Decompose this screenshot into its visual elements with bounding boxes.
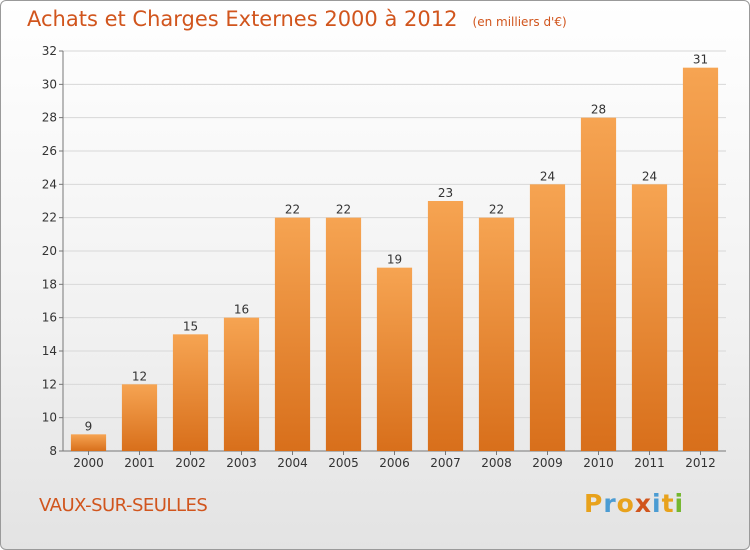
logo-letter: t [661, 489, 675, 518]
data-label: 23 [438, 186, 453, 200]
x-tick-label: 2009 [532, 456, 563, 470]
bar [529, 184, 566, 452]
data-label: 28 [591, 103, 606, 117]
logo-letter: x [634, 489, 652, 518]
bar [70, 434, 107, 451]
data-label: 12 [132, 369, 147, 383]
proxiti-logo[interactable]: Proxiti [584, 489, 684, 518]
x-tick-label: 2007 [430, 456, 461, 470]
data-label: 15 [183, 319, 198, 333]
y-tick-label: 32 [42, 44, 57, 58]
chart-subtitle: (en milliers d'€) [472, 15, 567, 29]
bar [427, 201, 464, 451]
logo-letter: i [652, 489, 662, 518]
x-tick-label: 2010 [583, 456, 614, 470]
data-label: 22 [336, 203, 351, 217]
y-tick-label: 26 [42, 144, 57, 158]
x-tick-label: 2002 [175, 456, 206, 470]
y-tick-label: 20 [42, 244, 57, 258]
bar [325, 217, 362, 451]
data-label: 22 [285, 203, 300, 217]
bar [631, 184, 668, 452]
logo-letter: o [616, 489, 635, 518]
bars [70, 67, 719, 452]
bar [682, 67, 719, 452]
bar [376, 267, 413, 451]
title-row: Achats et Charges Externes 2000 à 2012 (… [27, 7, 567, 31]
x-tick-label: 2001 [124, 456, 155, 470]
data-label: 19 [387, 253, 402, 267]
x-tick-label: 2011 [634, 456, 665, 470]
y-tick-label: 24 [42, 177, 57, 191]
labels: 8 10 12 14 16 18 20 22 24 26 28 30 32 9 2000 12 2001 15 20… [42, 44, 716, 470]
x-tick-label: 2000 [73, 456, 104, 470]
logo-letter: P [584, 489, 604, 518]
y-tick-label: 14 [42, 344, 57, 358]
x-tick-label: 2012 [685, 456, 716, 470]
bar [580, 117, 617, 452]
y-tick-label: 10 [42, 411, 57, 425]
y-tick-label: 12 [42, 377, 57, 391]
data-label: 31 [693, 53, 708, 67]
bar [121, 384, 158, 451]
logo-letter: r [603, 489, 617, 518]
x-tick-label: 2008 [481, 456, 512, 470]
data-label: 16 [234, 303, 249, 317]
bar [223, 317, 260, 451]
data-label: 9 [85, 419, 93, 433]
y-tick-label: 8 [49, 444, 57, 458]
logo-letter: i [674, 489, 685, 518]
data-label: 22 [489, 203, 504, 217]
bar [478, 217, 515, 451]
x-tick-label: 2005 [328, 456, 359, 470]
chart-title: Achats et Charges Externes 2000 à 2012 [27, 7, 458, 31]
x-tick-label: 2006 [379, 456, 410, 470]
y-tick-label: 22 [42, 211, 57, 225]
data-label: 24 [540, 169, 555, 183]
y-tick-label: 18 [42, 277, 57, 291]
data-label: 24 [642, 169, 657, 183]
y-tick-label: 30 [42, 77, 57, 91]
location-name: VAUX-SUR-SEULLES [39, 495, 208, 516]
x-tick-label: 2004 [277, 456, 308, 470]
bar [172, 334, 209, 451]
y-tick-label: 28 [42, 111, 57, 125]
bar [274, 217, 311, 451]
x-tick-label: 2003 [226, 456, 257, 470]
y-tick-label: 16 [42, 311, 57, 325]
